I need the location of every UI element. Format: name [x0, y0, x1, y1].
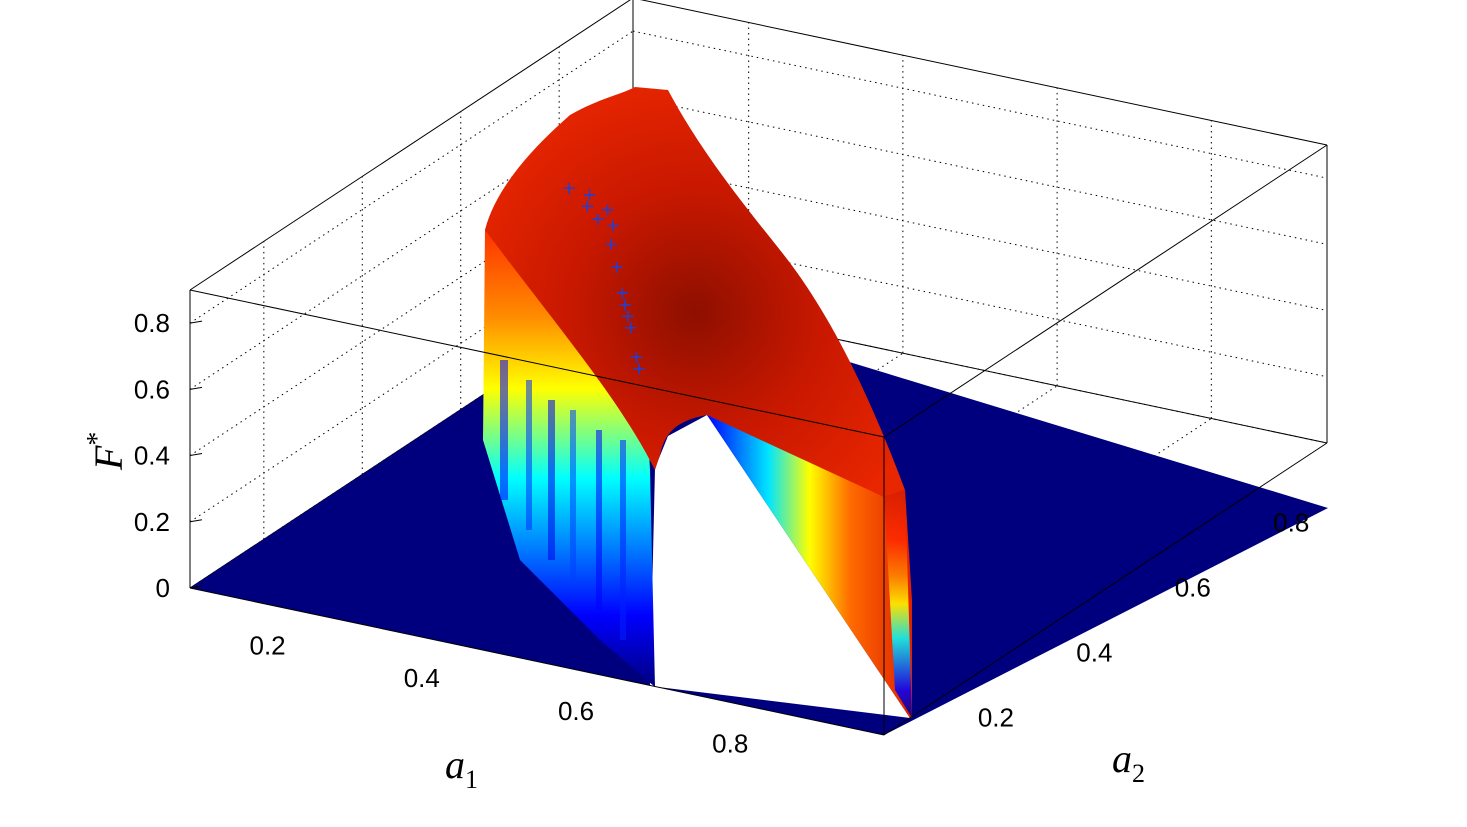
z-tick-mark — [189, 386, 203, 390]
surface-left-streaks — [500, 360, 626, 640]
y-axis-ticks: 0.2 0.4 0.6 0.8 — [978, 508, 1309, 733]
z-tick-mark — [189, 453, 203, 457]
surface-gap — [650, 415, 910, 718]
optimum-markers: + ++ ++ +++++++++ — [562, 178, 647, 380]
marker-point: + — [562, 178, 577, 199]
marker-point: + — [618, 295, 633, 316]
marker-point: + — [615, 283, 630, 304]
marker-point: + — [606, 216, 621, 237]
y-axis-label: a2 — [1112, 736, 1145, 788]
box-edge — [189, 0, 631, 291]
marker-point: + — [629, 347, 644, 368]
y-tick-label: 0.6 — [1175, 573, 1211, 603]
x-axis-label: a1 — [445, 742, 478, 794]
marker-point: + — [604, 234, 619, 255]
z-tick-label: 0.2 — [134, 507, 170, 537]
marker-point: + — [632, 359, 647, 380]
z-tick-label: 0.6 — [134, 374, 170, 404]
grid-line — [632, 30, 1328, 179]
x-tick-label: 0.6 — [558, 696, 594, 726]
x-tick-label: 0.2 — [250, 631, 286, 661]
z-axis-ticks: 0 0.2 0.4 0.6 0.8 — [134, 308, 203, 603]
z-tick-mark — [189, 320, 203, 324]
y-tick-label: 0.2 — [978, 702, 1014, 732]
z-tick-label: 0.8 — [134, 308, 170, 338]
surface-right-edge — [884, 490, 912, 718]
marker-point: + — [609, 257, 624, 278]
marker-point: + — [580, 196, 595, 217]
box-edge — [883, 442, 1328, 736]
x-axis-ticks: 0.2 0.4 0.6 0.8 — [250, 631, 749, 759]
box-edge — [640, 0, 1328, 146]
x-tick-label: 0.4 — [404, 663, 440, 693]
marker-point: + — [600, 199, 615, 220]
marker-point: + — [620, 306, 635, 327]
y-tick-label: 0.8 — [1273, 508, 1309, 538]
z-tick-label: 0.4 — [134, 441, 170, 471]
z-tick-mark — [189, 585, 203, 589]
surface-right-face — [707, 415, 912, 718]
y-tick-label: 0.4 — [1076, 637, 1112, 667]
marker-point: + — [590, 209, 605, 230]
z-tick-mark — [189, 519, 203, 523]
z-axis-label: F* — [82, 432, 131, 471]
z-tick-label: 0 — [156, 573, 170, 603]
surface-ridge-top — [485, 87, 905, 497]
x-tick-label: 0.8 — [712, 729, 748, 759]
marker-point: + — [623, 318, 638, 339]
box-edge — [189, 587, 885, 736]
box-edge — [189, 289, 885, 438]
box-edge — [883, 144, 1328, 438]
axes-box-front — [189, 144, 1328, 736]
marker-point: + — [582, 185, 597, 206]
